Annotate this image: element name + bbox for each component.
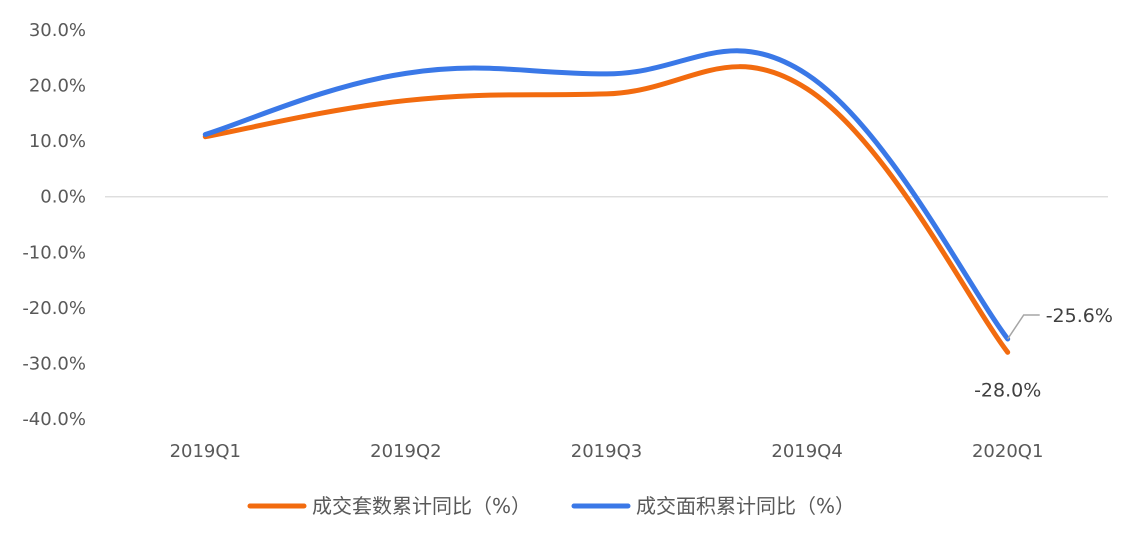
data-label: -28.0% — [974, 379, 1041, 401]
data-label-leader — [1007, 314, 1040, 340]
legend-label: 成交套数累计同比（%） — [312, 494, 531, 518]
x-tick-label: 2020Q1 — [972, 441, 1043, 462]
y-tick-label: 0.0% — [40, 187, 86, 208]
x-axis: 2019Q1 2019Q2 2019Q3 2019Q4 2020Q1 — [170, 441, 1044, 462]
x-tick-label: 2019Q1 — [170, 441, 241, 462]
series-line-1 — [202, 64, 1011, 355]
y-axis: 30.0% 20.0% 10.0% 0.0% -10.0% -20.0% -30.0% -40… — [22, 20, 86, 430]
y-tick-label: -40.0% — [22, 409, 86, 430]
x-tick-label: 2019Q2 — [370, 441, 441, 462]
y-tick-label: -10.0% — [22, 242, 86, 263]
legend-label: 成交面积累计同比（%） — [636, 494, 855, 518]
series-line-2 — [202, 48, 1011, 342]
y-tick-label: 20.0% — [29, 76, 86, 97]
x-tick-label: 2019Q4 — [771, 441, 842, 462]
legend: 成交套数累计同比（%） 成交面积累计同比（%） — [247, 494, 855, 518]
y-tick-label: -20.0% — [22, 298, 86, 319]
y-tick-label: -30.0% — [22, 353, 86, 374]
data-label: -25.6% — [1046, 305, 1113, 327]
y-tick-label: 10.0% — [29, 131, 86, 152]
x-tick-label: 2019Q3 — [571, 441, 642, 462]
data-labels: -28.0% -25.6% — [974, 305, 1113, 401]
y-tick-label: 30.0% — [29, 20, 86, 41]
series-layer — [202, 48, 1011, 355]
